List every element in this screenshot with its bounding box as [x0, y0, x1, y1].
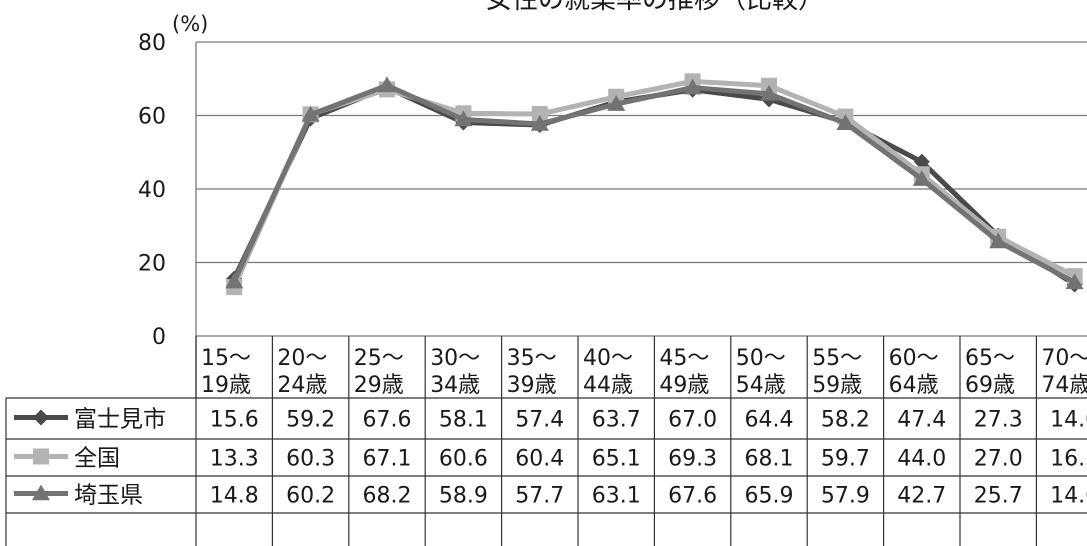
data-point	[836, 114, 855, 130]
data-label: 69.3	[668, 447, 717, 472]
x-tick-label-bottom: 49歳	[659, 373, 709, 398]
x-tick-label-top: 35～	[507, 346, 557, 371]
y-tick-label: 20	[138, 252, 166, 277]
x-tick-label-bottom: 74歳	[1041, 373, 1087, 398]
x-tick-label-bottom: 39歳	[507, 373, 557, 398]
data-label: 42.7	[897, 484, 946, 509]
x-tick-label-top: 60～	[889, 346, 939, 371]
data-label: 57.7	[515, 484, 564, 509]
x-tick-label-top: 70～	[1041, 346, 1087, 371]
data-point	[989, 232, 1008, 249]
data-point	[32, 484, 50, 501]
x-tick-label-bottom: 69歳	[965, 373, 1015, 398]
data-label: 13.3	[210, 447, 259, 472]
data-label: 68.2	[363, 484, 412, 509]
data-label: 58.9	[439, 484, 488, 509]
x-tick-label-bottom: 29歳	[354, 373, 404, 398]
data-point	[683, 78, 702, 95]
data-label: 67.6	[668, 484, 717, 509]
table-row: 全国 13.3 60.3 67.1 60.6 60.4 65.1 69.3 68.1 59.7 44…	[14, 446, 1087, 472]
data-label: 58.1	[439, 408, 488, 433]
data-point	[531, 106, 548, 123]
data-point	[33, 409, 49, 426]
data-label: 67.6	[363, 408, 412, 433]
x-tick-label-bottom: 34歳	[430, 373, 480, 398]
series-line	[231, 78, 1076, 289]
y-tick-label: 40	[138, 178, 166, 203]
x-tick-label-top: 15～	[201, 346, 251, 371]
data-label: 60.6	[439, 447, 488, 472]
data-label: 63.7	[592, 408, 641, 433]
x-tick-label-bottom: 19歳	[201, 373, 251, 398]
table-row: 埼玉県 14.8 60.2 68.2 58.9 57.7 63.1 67.6 65.9 57.9 4…	[14, 483, 1087, 509]
data-point	[607, 95, 626, 111]
chart-title: 女性の就業率の推移（比較）	[486, 0, 824, 15]
data-label: 60.4	[515, 447, 564, 472]
data-label: 59.7	[821, 447, 870, 472]
x-tick-label-bottom: 54歳	[736, 373, 786, 398]
x-tick-label-top: 65～	[965, 346, 1015, 371]
data-label: 27.3	[974, 408, 1023, 433]
x-tick-label-top: 55～	[812, 346, 862, 371]
data-label: 63.1	[592, 484, 641, 509]
y-tick-label: 0	[152, 325, 166, 350]
x-tick-label-bottom: 59歳	[812, 373, 862, 398]
data-point	[225, 272, 244, 289]
data-point	[378, 76, 396, 93]
data-label: 67.1	[363, 447, 412, 472]
data-label: 14.0	[1050, 408, 1087, 433]
data-label: 57.4	[515, 408, 564, 433]
data-point	[1065, 273, 1084, 290]
data-point	[33, 448, 49, 465]
y-tick-label: 60	[138, 105, 166, 130]
data-point	[912, 170, 931, 186]
series-diamond	[226, 79, 1083, 293]
x-tick-label-top: 50～	[736, 346, 786, 371]
data-label: 65.9	[745, 484, 794, 509]
data-label: 14.6	[1050, 484, 1087, 509]
data-label: 60.2	[286, 484, 335, 509]
data-label: 64.4	[745, 408, 794, 433]
data-point	[454, 110, 473, 127]
data-label: 60.3	[286, 447, 335, 472]
x-tick-label-bottom: 64歳	[889, 373, 939, 398]
legend-series-name: 富士見市	[74, 407, 166, 433]
series-triangle	[225, 76, 1084, 290]
x-tick-label-top: 25～	[354, 346, 404, 371]
table-row: 富士見市 15.6 59.2 67.6 58.1 57.4 63.7 67.0 64.4 58.2…	[14, 407, 1087, 433]
data-label: 15.6	[210, 408, 259, 433]
data-point	[301, 105, 320, 122]
series-line	[231, 82, 1076, 285]
data-label: 58.2	[821, 408, 870, 433]
grid: 0 20 40 60 80	[138, 31, 1087, 398]
data-point	[760, 84, 778, 101]
y-axis-unit-label: (%)	[172, 12, 208, 36]
data-label: 47.4	[897, 408, 946, 433]
data-label: 16.3	[1050, 447, 1087, 472]
plot-area	[225, 73, 1084, 296]
x-tick-label-bottom: 44歳	[583, 373, 633, 398]
data-label: 57.9	[821, 484, 870, 509]
data-label: 67.0	[668, 408, 717, 433]
series-line	[231, 85, 1076, 287]
data-label: 59.2	[286, 408, 335, 433]
data-table: 15～19歳20～24歳25～29歳30～34歳35～39歳40～44歳45～4…	[5, 336, 1087, 546]
y-tick-label: 80	[138, 31, 166, 56]
data-label: 68.1	[745, 447, 794, 472]
data-label: 65.1	[592, 447, 641, 472]
data-label: 44.0	[897, 447, 946, 472]
x-tick-label-bottom: 24歳	[277, 373, 327, 398]
legend-series-name: 全国	[74, 446, 120, 472]
x-tick-label-top: 20～	[277, 346, 327, 371]
data-label: 25.7	[974, 484, 1023, 509]
data-label: 27.0	[974, 447, 1023, 472]
x-tick-label-top: 30～	[430, 346, 480, 371]
legend-series-name: 埼玉県	[74, 483, 143, 509]
data-point	[530, 114, 549, 131]
x-tick-label-top: 45～	[659, 346, 709, 371]
data-point	[913, 153, 930, 170]
x-tick-label-top: 40～	[583, 346, 633, 371]
data-label: 14.8	[210, 484, 259, 509]
